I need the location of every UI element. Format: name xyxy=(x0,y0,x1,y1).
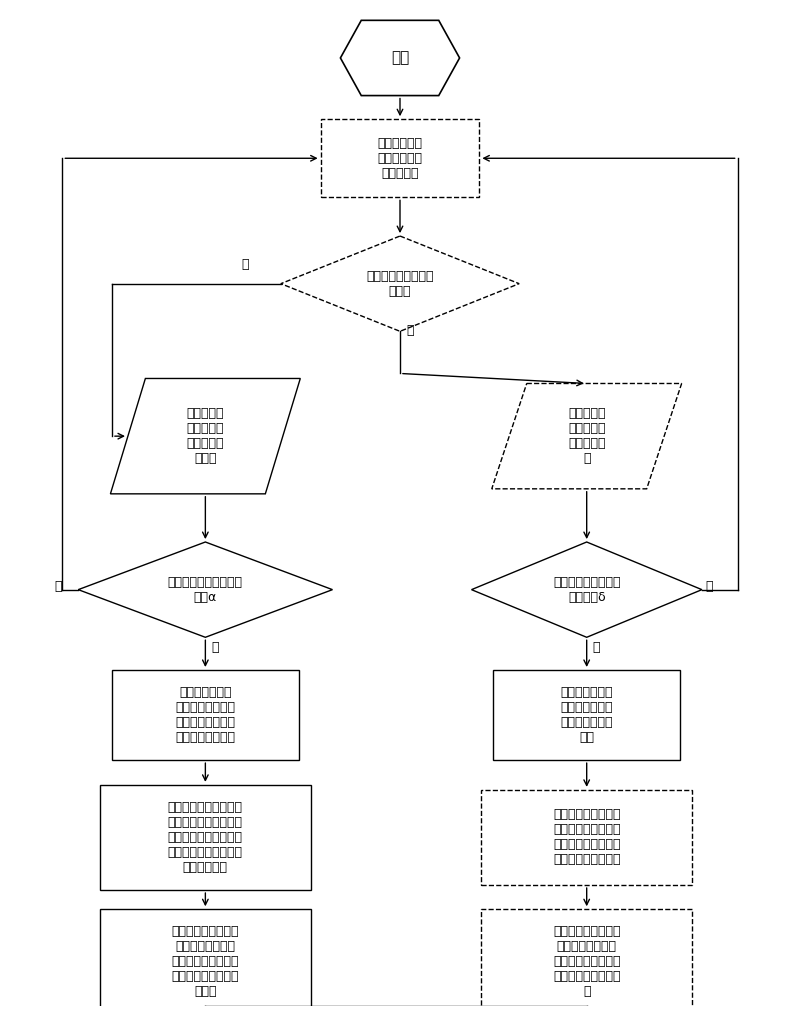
Text: 辅助小区基站发送用
户终端切换指示消
息，基础小区基站接
收消息并处理用户接
入请求: 辅助小区基站发送用 户终端切换指示消 息，基础小区基站接 收消息并处理用户接 入… xyxy=(172,925,239,998)
Text: 否: 否 xyxy=(211,641,218,654)
Text: 基础小区基站发送用
户终端切换指示消
息，辅助小区接收消
息并处理用户接入请
求: 基础小区基站发送用 户终端切换指示消 息，辅助小区接收消 息并处理用户接入请 求 xyxy=(553,925,621,998)
Text: 否: 否 xyxy=(242,258,249,271)
Bar xyxy=(100,785,310,890)
Text: 辅助小区是否处于睡
眠状态: 辅助小区是否处于睡 眠状态 xyxy=(366,270,434,297)
Text: 用户负载值是否大于
负载阈值δ: 用户负载值是否大于 负载阈值δ xyxy=(553,575,621,604)
Bar xyxy=(494,670,680,760)
Bar xyxy=(482,790,692,885)
Text: 辅助小区基
站监测该小
区内的用户
负载值: 辅助小区基 站监测该小 区内的用户 负载值 xyxy=(186,407,224,465)
Bar xyxy=(100,909,310,1011)
Text: 辅助小区基站向基础小
区基站发送小区关闭指
令，基础小区基站接收
指令并保存关闭辅助小
区的配置信息: 辅助小区基站向基础小 区基站发送小区关闭指 令，基础小区基站接收 指令并保存关闭… xyxy=(168,801,243,874)
Text: 基础小区基站
确定辅助小区
的状态信息: 基础小区基站 确定辅助小区 的状态信息 xyxy=(378,136,422,180)
Bar xyxy=(482,909,692,1011)
Text: 是: 是 xyxy=(55,580,62,593)
Text: 基础小区基站向
辅助小区基站发
送小区唤醒呼叫
指令: 基础小区基站向 辅助小区基站发 送小区唤醒呼叫 指令 xyxy=(561,686,613,744)
Text: 基础小区基
站统计该小
区的用户负
载: 基础小区基 站统计该小 区的用户负 载 xyxy=(568,407,606,465)
Text: 用户负载是否大于系统
阈值α: 用户负载是否大于系统 阈值α xyxy=(168,575,243,604)
Text: 是: 是 xyxy=(406,325,414,338)
Text: 关闭辅助小区基
站，使辅助小区进
入睡眠状态，保存
关闭小区配置信息: 关闭辅助小区基 站，使辅助小区进 入睡眠状态，保存 关闭小区配置信息 xyxy=(175,686,235,744)
Text: 否: 否 xyxy=(705,580,713,593)
Text: 是: 是 xyxy=(592,641,600,654)
Text: 辅助小区基站接收小
区唤醒呼叫指令，打
开辅助小区基站，重
新广播小区定义消息: 辅助小区基站接收小 区唤醒呼叫指令，打 开辅助小区基站，重 新广播小区定义消息 xyxy=(553,809,621,866)
Bar xyxy=(321,119,479,197)
Bar xyxy=(112,670,298,760)
Text: 开始: 开始 xyxy=(391,51,409,66)
